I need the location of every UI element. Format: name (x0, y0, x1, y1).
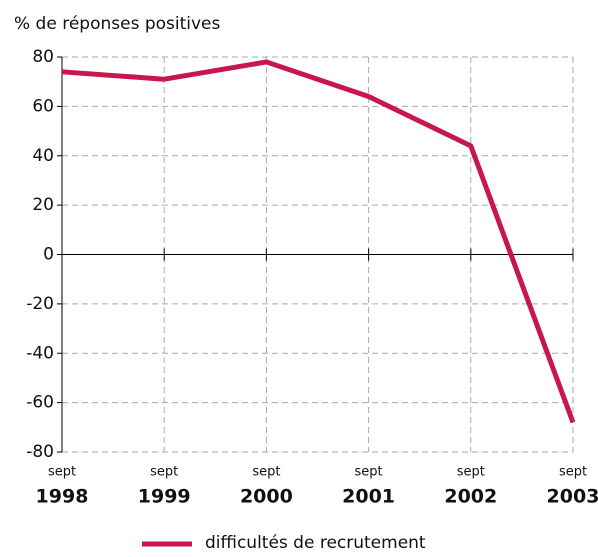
x-tick-year: 1999 (138, 486, 191, 508)
y-tick-label: -20 (26, 294, 54, 314)
x-tick-year: 2000 (240, 486, 293, 508)
y-tick-label: -60 (26, 393, 54, 413)
x-tick-month: sept (252, 465, 280, 480)
y-axis-label: % de réponses positives (14, 14, 221, 34)
x-tick-year: 2003 (547, 486, 598, 508)
y-tick-label: -40 (26, 343, 54, 363)
x-tick-month: sept (457, 465, 485, 480)
x-tick-year: 2001 (342, 486, 395, 508)
data-line (61, 59, 576, 424)
y-tick-label: 20 (32, 195, 54, 215)
x-tick-month: sept (150, 465, 178, 480)
y-tick-label: 80 (32, 47, 54, 67)
x-tick-year: 1998 (36, 486, 89, 508)
x-tick-year: 2002 (444, 486, 497, 508)
x-tick-month: sept (559, 465, 587, 480)
y-tick-label: 0 (43, 245, 54, 265)
y-tick-label: 60 (32, 96, 54, 116)
legend-label: difficultés de recrutement (205, 533, 426, 553)
y-tick-label: -80 (26, 442, 54, 462)
x-tick-month: sept (355, 465, 383, 480)
y-tick-label: 40 (32, 146, 54, 166)
x-tick-month: sept (48, 465, 76, 480)
